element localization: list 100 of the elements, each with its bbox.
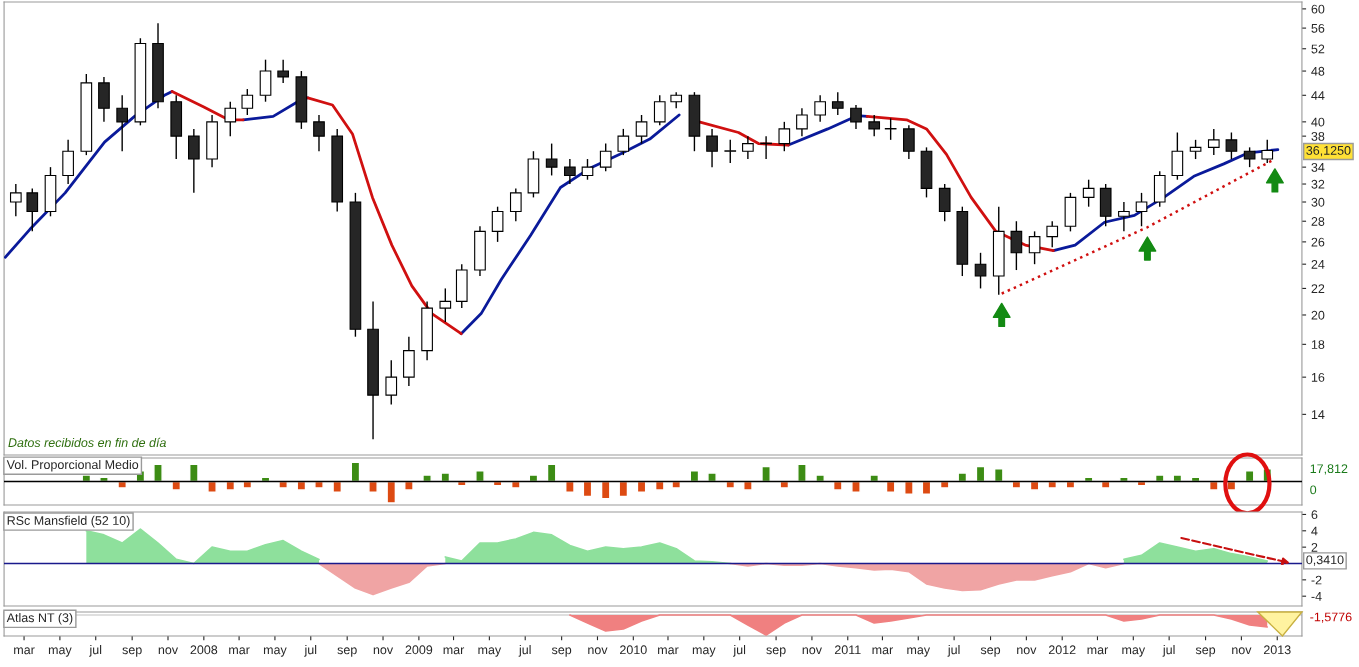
candlestick — [796, 107, 808, 137]
candlestick — [1118, 201, 1130, 233]
bar — [171, 480, 182, 491]
candlestick — [581, 158, 594, 181]
candlestick — [241, 88, 254, 116]
y-tick-label: 44 — [1311, 91, 1325, 100]
candlestick — [903, 124, 915, 160]
y-tick-label: 14 — [1311, 410, 1325, 419]
bar — [1047, 480, 1058, 489]
candlestick — [850, 104, 862, 130]
x-tick-label: jul — [518, 645, 531, 657]
bar — [671, 480, 682, 489]
y-tick-label: 40 — [1311, 117, 1325, 127]
text: 36,1250 — [1306, 145, 1351, 157]
y-tick-label: 56 — [1311, 23, 1325, 33]
x-tick-label: 2013 — [1263, 645, 1291, 655]
chart-title: Vol. Proporcional Medio — [6, 459, 139, 472]
x-tick-label: 2012 — [1048, 645, 1076, 655]
x-tick-label: jul — [89, 645, 102, 657]
candlestick — [1010, 220, 1023, 271]
x-tick-label: 2009 — [405, 645, 433, 655]
y-tick-label: 16 — [1311, 372, 1325, 382]
x-tick-label: jul — [1162, 645, 1175, 657]
bar — [725, 480, 736, 489]
bar — [600, 480, 611, 500]
text: 0 — [1310, 485, 1317, 495]
candlestick — [814, 94, 826, 123]
y-tick-label: 22 — [1311, 284, 1325, 293]
candlestick — [564, 158, 576, 185]
bar — [707, 472, 717, 483]
x-tick-label: sep — [766, 647, 786, 657]
bar — [832, 480, 843, 491]
x-tick-label: nov — [588, 647, 608, 655]
x-tick-label: nov — [158, 647, 179, 655]
candlestick — [742, 135, 754, 160]
candlestick — [313, 114, 325, 152]
candlestick — [1046, 220, 1059, 248]
x-tick-label: nov — [373, 647, 394, 655]
x-tick-label: sep — [122, 647, 142, 657]
x-tick-label: mar — [443, 647, 465, 655]
bar — [904, 480, 914, 496]
bar — [475, 470, 485, 483]
y-tick-label: 18 — [1311, 340, 1325, 349]
candlestick — [1207, 128, 1220, 156]
bar — [511, 480, 521, 489]
x-tick-label: mar — [872, 647, 893, 655]
bar — [743, 480, 753, 491]
candlestick — [653, 94, 666, 127]
x-tick-label: sep — [980, 647, 1001, 657]
y-tick-label: 30 — [1311, 197, 1325, 207]
bar — [1208, 480, 1219, 491]
candlestick — [706, 128, 718, 168]
x-tick-label: 2008 — [190, 645, 218, 655]
bar — [386, 480, 397, 504]
x-tick-label: 2010 — [620, 645, 647, 655]
bar — [565, 480, 575, 493]
bar — [153, 463, 163, 483]
y-tick-label: 26 — [1311, 237, 1325, 247]
bar — [225, 480, 236, 491]
candlestick — [439, 287, 452, 323]
x-tick-label: nov — [1017, 647, 1037, 655]
candlestick — [884, 117, 897, 141]
y-tick-label: -2 — [1311, 575, 1322, 585]
candlestick — [599, 142, 612, 172]
candlestick — [724, 139, 737, 164]
candlestick — [1082, 179, 1095, 208]
x-tick-label: may — [907, 647, 931, 657]
candlestick — [974, 252, 987, 290]
text: 17,812 — [1310, 464, 1348, 475]
bar — [654, 480, 665, 491]
bar — [332, 480, 343, 493]
candlestick — [617, 128, 630, 156]
annotation: Datos recibidos en fin de día — [8, 437, 166, 448]
text: 0,3410 — [1306, 555, 1344, 566]
bar — [939, 480, 950, 489]
y-tick-label: 4 — [1311, 526, 1318, 536]
x-tick-label: mar — [658, 647, 679, 655]
x-tick-label: sep — [337, 647, 357, 657]
candlestick — [1243, 146, 1256, 168]
bar — [422, 474, 432, 483]
x-tick-label: may — [48, 647, 72, 657]
x-tick-label: mar — [1087, 647, 1109, 655]
x-tick-label: may — [692, 647, 716, 657]
candlestick — [188, 128, 200, 194]
y-tick-label: 2 — [1311, 542, 1318, 552]
x-tick-label: may — [1122, 647, 1146, 657]
bar — [189, 463, 199, 483]
candlestick — [1135, 192, 1148, 227]
candlestick — [385, 359, 398, 406]
candlestick — [224, 101, 237, 137]
y-tick-label: 24 — [1311, 259, 1325, 269]
candlestick — [868, 114, 881, 137]
x-tick-label: sep — [551, 647, 572, 657]
bar — [117, 480, 127, 489]
candlestick — [635, 114, 648, 145]
candlestick — [1261, 139, 1274, 164]
bar — [207, 480, 217, 493]
x-tick-label: jul — [733, 645, 746, 657]
candlestick — [938, 183, 951, 222]
candlestick — [1028, 230, 1041, 265]
